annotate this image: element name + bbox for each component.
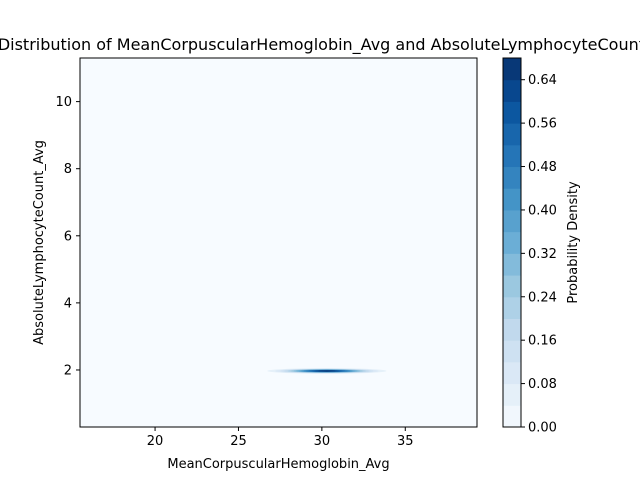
colorbar-band: [503, 275, 521, 298]
colorbar-tick-label: 0.24: [528, 290, 557, 305]
y-axis-label: AbsoluteLymphocyteCount_Avg: [32, 140, 47, 345]
colorbar-tick-label: 0.48: [528, 160, 557, 175]
x-tick-label: 20: [147, 434, 164, 449]
chart-title: Joint Distribution of MeanCorpuscularHem…: [0, 35, 640, 55]
x-tick-label: 30: [314, 434, 331, 449]
colorbar: 0.00 0.08 0.16 0.24 0.32 0.40 0.48 0.56 0.64 Pro…: [502, 57, 581, 436]
y-axis: 2 4 6 8 10: [55, 95, 80, 378]
x-axis: 20 25 30 35: [147, 427, 414, 449]
colorbar-band: [503, 361, 521, 385]
colorbar-band: [503, 166, 521, 189]
colorbar-tick-label: 0.56: [528, 117, 557, 132]
plot-frame: [79, 57, 478, 428]
y-tick-label: 2: [64, 363, 72, 378]
colorbar-tick-label: 0.00: [528, 421, 557, 436]
colorbar-band: [503, 405, 521, 428]
colorbar-band: [503, 188, 521, 211]
x-tick-label: 35: [397, 434, 414, 449]
colorbar-bands: [503, 58, 521, 428]
y-tick-label: 6: [64, 229, 72, 244]
colorbar-band: [503, 58, 521, 81]
colorbar-band: [503, 318, 521, 341]
colorbar-band: [503, 253, 521, 276]
y-tick-label: 8: [64, 162, 72, 177]
density-contours: [267, 368, 387, 374]
colorbar-band: [503, 79, 521, 102]
y-tick-label: 4: [64, 296, 72, 311]
x-tick-label: 25: [230, 434, 247, 449]
colorbar-band: [503, 231, 521, 254]
colorbar-band: [503, 144, 521, 168]
colorbar-band: [503, 296, 521, 319]
colorbar-ticks: 0.00 0.08 0.16 0.24 0.32 0.40 0.48 0.56 0.64: [521, 73, 557, 436]
x-axis-label: MeanCorpuscularHemoglobin_Avg: [167, 457, 389, 472]
colorbar-tick-label: 0.16: [528, 334, 557, 349]
density-level: [318, 370, 336, 372]
colorbar-tick-label: 0.40: [528, 203, 557, 218]
colorbar-band: [503, 101, 521, 124]
colorbar-band: [503, 383, 521, 406]
colorbar-band: [503, 340, 521, 363]
colorbar-frame: [502, 57, 522, 428]
plot-area: [79, 57, 478, 428]
colorbar-band: [503, 123, 521, 146]
colorbar-band: [503, 209, 521, 233]
y-tick-label: 10: [55, 95, 72, 110]
colorbar-tick-label: 0.64: [528, 73, 557, 88]
plot-background: [80, 58, 477, 427]
colorbar-tick-label: 0.32: [528, 247, 557, 262]
colorbar-tick-label: 0.08: [528, 377, 557, 392]
colorbar-label: Probability Density: [566, 181, 581, 304]
